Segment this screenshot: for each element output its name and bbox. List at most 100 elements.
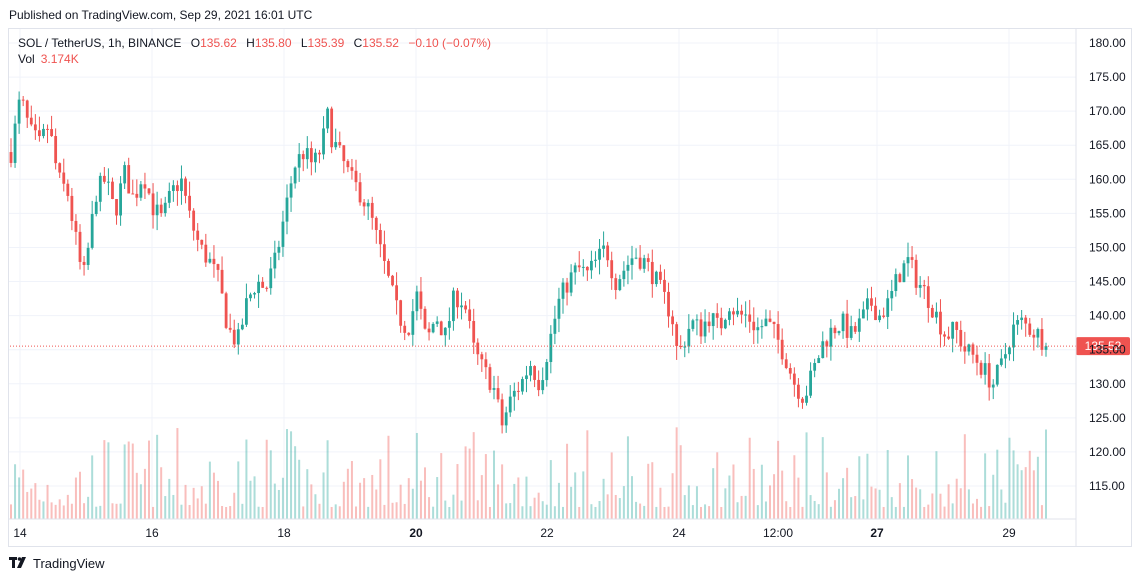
open-label: O [190, 36, 201, 50]
candle-body [642, 258, 646, 269]
volume-bar [176, 428, 179, 519]
candle-body [910, 257, 914, 260]
candle-body [127, 165, 131, 194]
volume-bar [976, 498, 978, 519]
candle-body [419, 291, 423, 309]
candle-body [894, 274, 898, 292]
volume-bar [383, 504, 386, 519]
candle-body [98, 175, 102, 202]
candle-body [13, 123, 17, 163]
candle-body [309, 148, 313, 163]
candle-body [533, 366, 536, 380]
volume-bar [281, 477, 284, 519]
candle-body [236, 329, 240, 345]
candle-body [667, 291, 670, 317]
volume-bar [785, 501, 788, 519]
volume-bar [66, 494, 69, 519]
candle-body [358, 182, 362, 203]
candle-body [841, 313, 845, 332]
candle-body [606, 245, 610, 261]
volume-bar [444, 500, 447, 519]
volume-bar [306, 469, 309, 519]
volume-bar [894, 506, 897, 519]
candle-body [922, 284, 926, 287]
candle-body [683, 346, 687, 348]
volume-bar [488, 506, 491, 519]
volume-bar [322, 472, 325, 519]
candle-body [999, 358, 1003, 365]
candle-body [719, 317, 723, 329]
candle-body [456, 290, 459, 308]
volume-bar [156, 434, 159, 519]
volume-bar [781, 470, 784, 519]
candle-body [492, 388, 496, 390]
volume-bar [1028, 450, 1031, 519]
candle-body [594, 259, 597, 261]
candle-body [102, 175, 106, 182]
candle-body [764, 318, 768, 327]
candle-body [857, 318, 861, 332]
volume-bar [813, 500, 816, 519]
volume-bar [1040, 505, 1043, 519]
candle-body [391, 275, 394, 286]
candle-body [330, 108, 334, 148]
published-caption: Published on TradingView.com, Sep 29, 20… [9, 8, 313, 22]
candle-body [395, 285, 398, 301]
candle-body [261, 281, 265, 288]
candle-body [62, 172, 66, 184]
symbol-label[interactable]: SOL / TetherUS, 1h, BINANCE [18, 36, 182, 50]
volume-bar [586, 430, 589, 519]
volume-bar [980, 506, 983, 519]
volume-bar [610, 452, 613, 519]
candle-body [711, 313, 715, 327]
candle-body [167, 190, 171, 203]
volume-bar [562, 506, 564, 519]
candle-body [1036, 329, 1040, 338]
candle-body [634, 257, 638, 259]
volume-bar [967, 489, 970, 519]
candle-body [512, 390, 516, 397]
candle-body [224, 293, 228, 328]
volume-bar [659, 487, 662, 519]
volume-bar [821, 437, 824, 519]
volume-bar [387, 435, 390, 519]
volume-bar [748, 437, 751, 519]
volume-bar [801, 506, 804, 519]
candle-body [914, 259, 918, 288]
candle-body [557, 298, 561, 319]
candle-body [1012, 324, 1015, 348]
candle-body [9, 152, 13, 163]
volume-bar [452, 494, 455, 519]
candle-body [322, 128, 325, 155]
volume-bar [338, 506, 341, 519]
close-value: 135.52 [362, 36, 399, 50]
volume-bar [521, 506, 524, 519]
candle-body [675, 324, 679, 346]
volume-label[interactable]: Vol [18, 52, 35, 66]
volume-bar [484, 454, 487, 519]
price-axis: 115.00 120.00 125.00 130.00 135.00 140.00 145.… [1075, 29, 1126, 546]
volume-bar [777, 440, 780, 519]
volume-bar [22, 469, 25, 519]
candle-body [82, 261, 86, 265]
volume-bar [773, 474, 776, 519]
footer-brand[interactable]: TradingView [9, 556, 105, 571]
candle-body [752, 321, 756, 331]
candle-body [983, 363, 987, 375]
volume-bar [890, 497, 893, 519]
volume-bar [671, 473, 674, 519]
volume-bar [91, 455, 94, 519]
candle-body [216, 264, 220, 270]
candle-body [902, 263, 906, 283]
candle-body [354, 170, 358, 183]
candle-body [833, 327, 837, 334]
candle-body [817, 358, 821, 363]
volume-bar [915, 487, 918, 519]
volume-bar [797, 477, 800, 519]
candle-body [427, 328, 431, 333]
volume-bar [148, 440, 150, 519]
volume-bar [756, 505, 759, 519]
volume-bar [497, 484, 500, 519]
volume-bar [204, 503, 207, 519]
